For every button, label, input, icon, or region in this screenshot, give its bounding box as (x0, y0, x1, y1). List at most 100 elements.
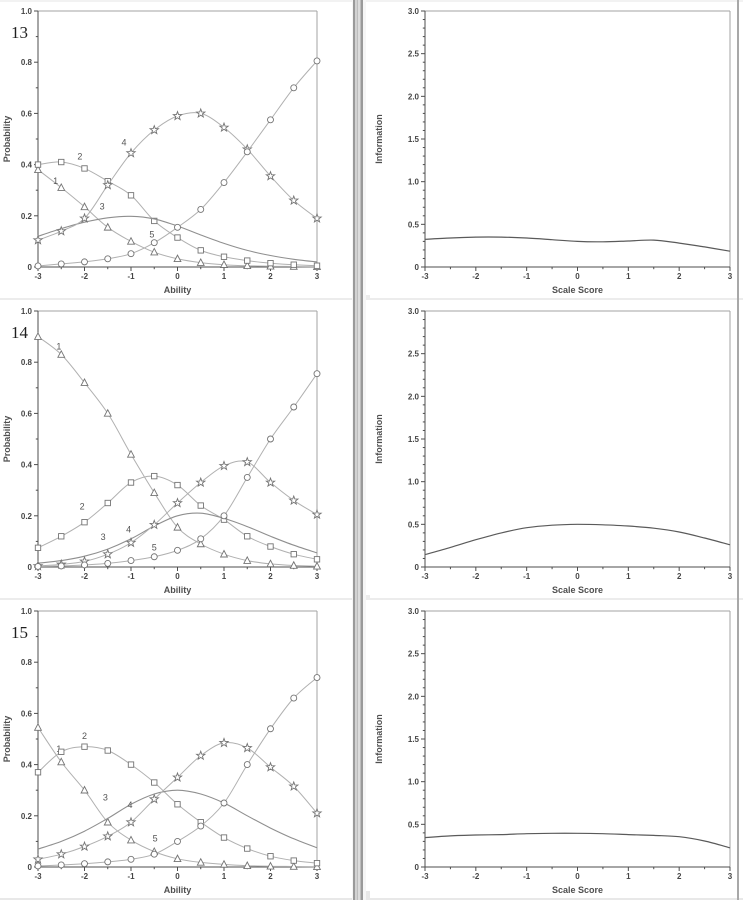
triangle-marker (219, 260, 229, 268)
triangle-marker (312, 561, 322, 570)
circle-marker (150, 850, 158, 858)
circle-marker (57, 861, 65, 869)
triangle-marker (57, 182, 66, 191)
chart-canvas: -3 -2 -1 0 1 2 3 0 0.2 0.4 0.6 0.8 1.0 Ability Probabi… (2, 7, 323, 295)
curve-label: 3 (101, 532, 106, 542)
tick-label: 1.0 (21, 7, 33, 16)
item-row-14: -3 -2 -1 0 1 2 3 0 0.2 0.4 0.6 0.8 1.0 Ability Probabi… (0, 302, 743, 598)
window-splitter[interactable] (352, 0, 366, 900)
triangle-marker (150, 488, 159, 497)
square-marker (244, 533, 251, 540)
curve-label: 3 (100, 201, 105, 211)
triangle-marker (219, 549, 229, 558)
star-marker (55, 225, 67, 236)
triangle-marker (57, 757, 66, 766)
circle-marker (34, 563, 42, 570)
square-marker (197, 502, 204, 509)
triangle-marker (57, 349, 66, 358)
square-marker (34, 769, 42, 776)
circle-marker (197, 535, 205, 543)
star-marker (172, 497, 183, 508)
chart-canvas: -3 -2 -1 0 1 2 3 0 0.2 0.4 0.6 0.8 1.0 Ability Probabi… (2, 307, 323, 595)
axis-title: Information (374, 414, 384, 464)
circle-marker (34, 862, 42, 870)
triangle-marker (80, 378, 89, 386)
axis-title: Ability (164, 285, 192, 295)
series-1-line (37, 169, 318, 268)
star-marker (311, 212, 323, 223)
tick-label: 3 (728, 272, 733, 281)
star-marker (148, 793, 160, 804)
circle-marker (313, 57, 321, 65)
star-marker (265, 170, 276, 181)
axis-title: Ability (164, 885, 192, 895)
tick-label: 0.6 (21, 109, 33, 118)
tick-label: 0.5 (408, 220, 420, 229)
square-marker (220, 253, 228, 260)
tick-label: 0.8 (21, 58, 33, 67)
triangle-marker (289, 861, 298, 870)
tick-label: 1.0 (21, 607, 33, 616)
tick-label: 1 (626, 572, 631, 581)
tick-label: 0.6 (21, 709, 33, 718)
star-marker (311, 508, 323, 520)
star-marker (148, 124, 160, 135)
tick-label: 3.0 (408, 7, 420, 16)
tick-label: -2 (81, 572, 89, 581)
triangle-marker (150, 247, 159, 256)
square-marker (267, 260, 274, 267)
square-marker (174, 481, 181, 489)
axis-title: Information (374, 714, 384, 764)
curve-label: 1 (56, 341, 61, 351)
circle-marker (150, 239, 158, 247)
tick-label: 2 (677, 572, 682, 581)
chart-canvas: -3 -2 -1 0 1 2 3 0 0.5 1.0 1.5 2.0 2.5 3.0 Scale Score… (374, 307, 733, 595)
circle-marker (57, 260, 65, 268)
tick-label: 1 (222, 272, 227, 281)
circle-marker (81, 561, 88, 569)
square-marker (81, 165, 88, 172)
circle-marker (290, 694, 298, 702)
circle-marker (104, 255, 112, 263)
square-marker (290, 551, 297, 558)
triangle-marker (33, 331, 43, 340)
item-number: 13 (11, 23, 28, 42)
star-marker (32, 853, 44, 864)
triangle-marker (173, 854, 182, 863)
tick-label: -1 (523, 272, 531, 281)
triangle-marker (243, 861, 252, 869)
triangle-marker (103, 817, 112, 826)
star-marker (55, 848, 67, 859)
curve-label: 5 (149, 230, 154, 240)
star-marker (102, 548, 114, 559)
tick-label: 3 (728, 872, 733, 881)
star-marker (148, 519, 160, 530)
triangle-marker (126, 449, 136, 458)
star-marker (195, 107, 207, 119)
curve-label: 5 (153, 833, 158, 843)
triangle-marker (80, 785, 89, 794)
square-marker (58, 748, 65, 755)
circle-marker (220, 512, 228, 520)
tick-label: 1.5 (408, 735, 420, 744)
triangle-marker (196, 857, 205, 866)
circle-marker (243, 148, 251, 156)
tick-label: -3 (421, 272, 429, 281)
square-marker (313, 556, 321, 563)
star-marker (102, 830, 114, 841)
tick-label: 2.5 (408, 350, 420, 359)
star-marker (195, 476, 207, 488)
square-marker (313, 262, 321, 269)
square-marker (174, 801, 181, 808)
chart-canvas: -3 -2 -1 0 1 2 3 0 0.2 0.4 0.6 0.8 1.0 Ability Probabi… (2, 607, 323, 895)
star-marker (218, 737, 230, 748)
square-marker (267, 543, 274, 550)
square-marker (58, 533, 65, 540)
tick-label: 0.4 (21, 161, 33, 170)
series-2-line (37, 161, 318, 267)
tick-label: -2 (81, 872, 89, 881)
chart-canvas: -3 -2 -1 0 1 2 3 0 0.5 1.0 1.5 2.0 2.5 3.0 Scale Score… (374, 607, 733, 895)
triangle-marker (33, 722, 43, 731)
icc-chart-item-15: -3 -2 -1 0 1 2 3 0 0.2 0.4 0.6 0.8 1.0 Ability Probabi… (0, 602, 352, 898)
